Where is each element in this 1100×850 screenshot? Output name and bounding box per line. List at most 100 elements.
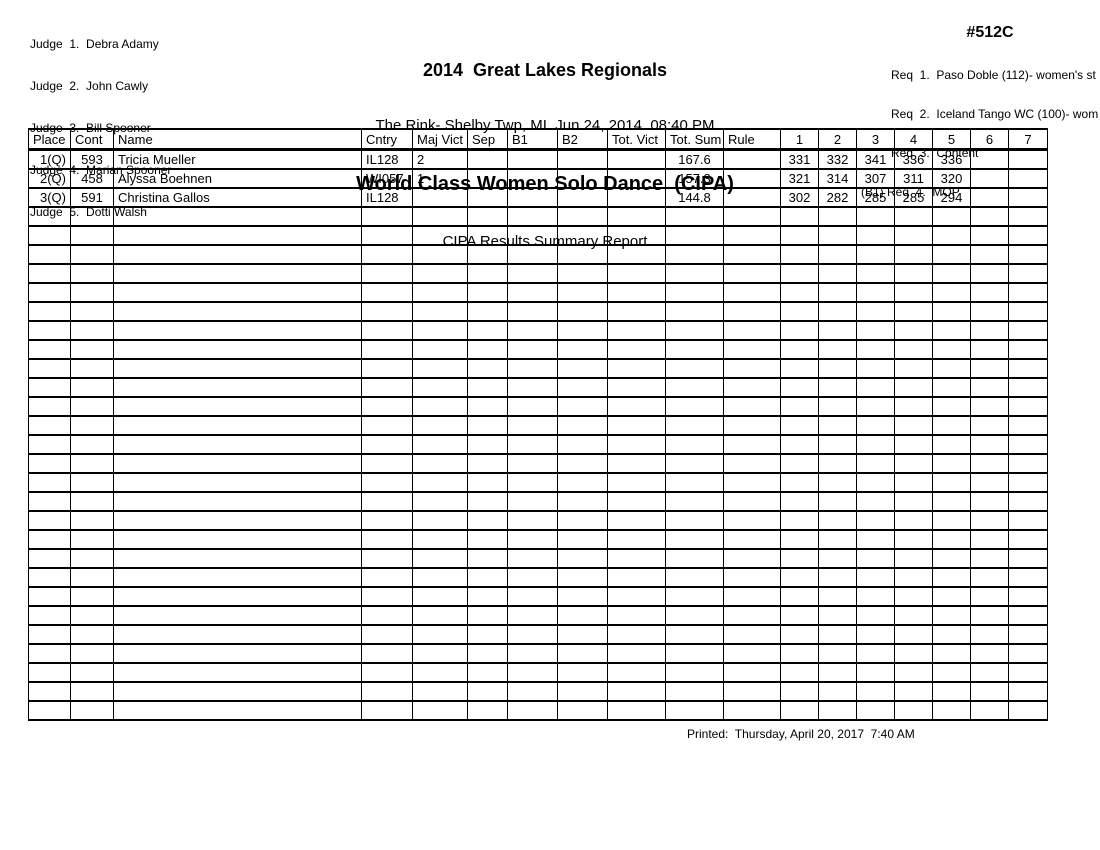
requirement-line: Req 1. Paso Doble (112)- women's st: [891, 68, 1096, 82]
table-cell: [818, 453, 857, 474]
table-cell: [665, 244, 724, 265]
table-cell: [894, 434, 933, 455]
column-header-b2: B2: [557, 128, 608, 151]
table-cell: [932, 586, 971, 607]
table-cell: [818, 700, 857, 721]
table-row-empty: [28, 225, 1048, 246]
table-cell: [665, 605, 724, 626]
table-cell: [856, 605, 895, 626]
table-cell: [28, 605, 71, 626]
table-cell: [970, 510, 1009, 531]
table-cell: [507, 605, 558, 626]
table-cell: [932, 662, 971, 683]
table-cell: [467, 567, 508, 588]
table-cell: [780, 206, 819, 227]
table-cell: [665, 472, 724, 493]
table-cell: [467, 643, 508, 664]
table-cell: [113, 415, 362, 436]
table-cell: [894, 700, 933, 721]
table-cell: [723, 605, 781, 626]
table-cell: [361, 339, 413, 360]
table-cell: [113, 586, 362, 607]
table-cell: [467, 415, 508, 436]
table-cell: [1008, 434, 1048, 455]
table-cell: [723, 472, 781, 493]
table-cell: [412, 263, 468, 284]
table-cell: [557, 263, 608, 284]
table-cell: [970, 244, 1009, 265]
table-cell: [723, 377, 781, 398]
table-cell: [932, 263, 971, 284]
table-cell: [557, 472, 608, 493]
table-cell: [361, 453, 413, 474]
table-cell: [70, 624, 114, 645]
table-cell: [970, 700, 1009, 721]
table-cell: [1008, 681, 1048, 702]
table-cell: [507, 206, 558, 227]
table-cell: [970, 187, 1009, 208]
table-row: 3(Q) 591 Christina Gallos IL128 144.8 302 282 2…: [28, 187, 1048, 208]
table-cell: [780, 339, 819, 360]
table-cell: Christina Gallos: [113, 187, 362, 208]
table-cell: [607, 282, 666, 303]
table-cell: [113, 548, 362, 569]
table-cell: [70, 472, 114, 493]
table-cell: [412, 491, 468, 512]
table-row-empty: [28, 206, 1048, 227]
table-cell: [856, 510, 895, 531]
table-cell: [780, 263, 819, 284]
table-cell: [932, 206, 971, 227]
table-cell: [412, 225, 468, 246]
table-cell: [361, 662, 413, 683]
table-cell: [607, 263, 666, 284]
table-cell: [818, 681, 857, 702]
table-cell: [1008, 529, 1048, 550]
table-cell: [818, 206, 857, 227]
table-cell: [557, 643, 608, 664]
table-cell: [70, 567, 114, 588]
table-cell: [113, 491, 362, 512]
table-cell: [970, 206, 1009, 227]
table-cell: [1008, 415, 1048, 436]
table-row-empty: [28, 567, 1048, 588]
table-cell: [665, 339, 724, 360]
table-cell: [970, 434, 1009, 455]
table-cell: [818, 244, 857, 265]
table-cell: [113, 605, 362, 626]
table-cell: [970, 491, 1009, 512]
table-cell: [607, 643, 666, 664]
table-cell: [818, 605, 857, 626]
table-cell: [113, 662, 362, 683]
table-row-empty: [28, 605, 1048, 626]
table-cell: [665, 662, 724, 683]
table-cell: 2: [412, 148, 468, 170]
table-cell: [28, 624, 71, 645]
table-cell: [113, 681, 362, 702]
table-cell: [665, 301, 724, 322]
table-cell: [467, 681, 508, 702]
table-cell: [780, 700, 819, 721]
table-cell: [1008, 320, 1048, 341]
table-cell: [723, 624, 781, 645]
table-cell: [894, 415, 933, 436]
table-cell: [557, 320, 608, 341]
table-cell: [28, 586, 71, 607]
table-row-empty: [28, 358, 1048, 379]
table-cell: [361, 700, 413, 721]
table-cell: [970, 681, 1009, 702]
table-cell: [1008, 187, 1048, 208]
table-cell: [607, 339, 666, 360]
column-header-b1: B1: [507, 128, 558, 151]
table-cell: [780, 624, 819, 645]
table-cell: [412, 434, 468, 455]
table-cell: [723, 548, 781, 569]
table-cell: [70, 415, 114, 436]
table-cell: [467, 320, 508, 341]
table-row-empty: [28, 244, 1048, 265]
table-cell: [467, 491, 508, 512]
table-cell: [467, 434, 508, 455]
table-cell: [932, 434, 971, 455]
table-cell: [70, 529, 114, 550]
table-cell: [970, 396, 1009, 417]
table-cell: [970, 339, 1009, 360]
